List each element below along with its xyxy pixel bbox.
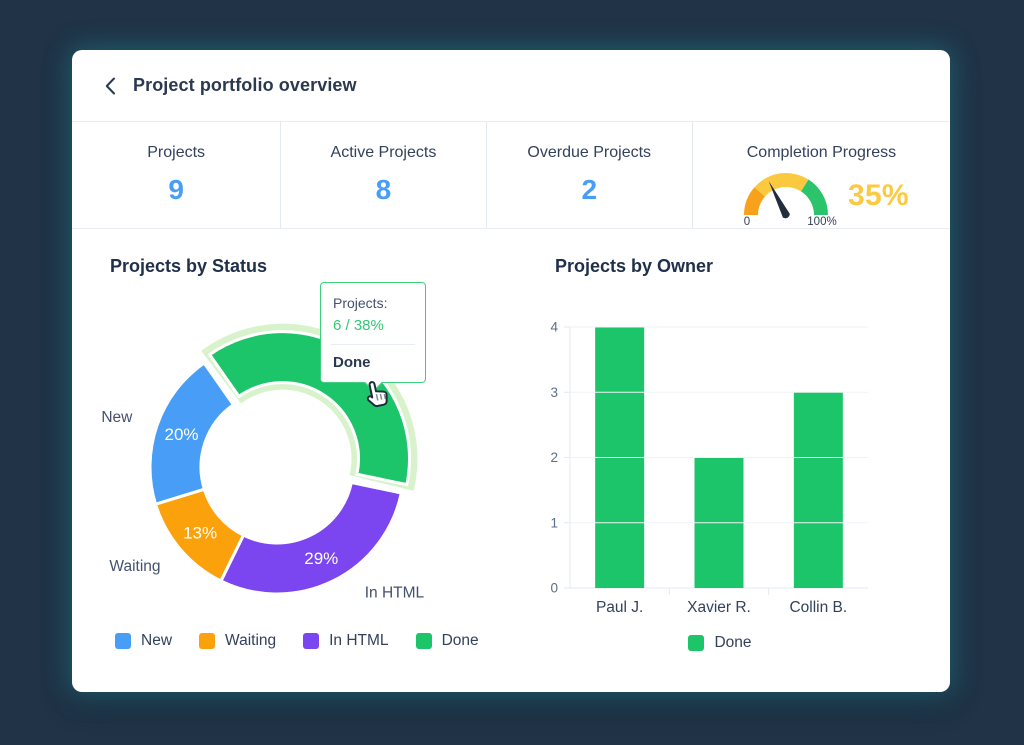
legend-label: Done [714,634,752,651]
legend-swatch [415,633,432,649]
donut-percent-label: 13% [183,523,217,542]
legend-label: In HTML [329,632,389,649]
stat-value: 9 [168,174,184,205]
stat-completion-progress: Completion Progress 0 100% 35% [691,122,950,228]
gauge-arc-segment [743,187,765,215]
legend-label: Waiting [225,632,277,649]
legend-item-in-html[interactable]: In HTML [303,632,389,650]
donut-percent-label: 20% [164,425,198,444]
y-tick-label: 1 [550,515,558,530]
stat-value: 8 [375,174,392,205]
tooltip-divider [331,344,415,345]
charts-area: Projects by Status 29% In HTML 13% Waiting 2… [72,229,950,692]
gauge-arc-segment [800,179,828,215]
x-category-label: Paul J. [596,599,643,616]
owner-legend: Done [570,634,870,652]
donut-percent-label: 29% [304,549,338,568]
y-tick-label: 0 [550,581,558,596]
legend-item-waiting[interactable]: Waiting [199,632,276,650]
status-chart-panel: Projects by Status 29% In HTML 13% Waiting 2… [72,229,530,692]
tooltip-title: Projects: [333,295,388,311]
gauge-arc-segment [754,173,809,197]
stats-row: Projects 9 Active Projects 8 Overdue Pro… [72,122,950,229]
gauge-value: 35% [847,179,909,212]
y-tick-label: 2 [550,450,558,465]
stat-active-projects: Active Projects 8 [280,122,485,228]
y-tick-label: 4 [550,320,558,335]
stat-projects: Projects 9 [72,122,280,228]
legend-swatch [115,633,131,649]
chevron-left-icon [105,77,115,94]
bar-chart[interactable]: 0 1 2 3 4 Paul J. Xavier R. Collin B. [530,299,890,624]
gauge-needle [768,181,790,219]
chart-title-status: Projects by Status [110,256,268,276]
tooltip-value: 6 / 38% [333,317,384,334]
legend-label: New [141,632,173,649]
bar-collin-b-[interactable] [793,392,843,588]
status-legend: New Waiting In HTML Done [115,632,479,650]
gauge-min-label: 0 [744,216,750,227]
page-title: Project portfolio overview [133,75,357,95]
stat-label: Active Projects [330,144,437,161]
chart-title-owner: Projects by Owner [555,256,714,276]
x-category-label: Collin B. [789,599,847,616]
back-button[interactable] [102,76,118,96]
gauge-max-label: 100% [807,216,836,227]
stat-value: 2 [581,174,598,205]
legend-swatch [303,633,320,649]
donut-outer-label: New [101,409,133,426]
dashboard-card: Project portfolio overview Projects 9 Ac… [72,50,950,692]
legend-swatch [199,633,216,649]
stat-overdue-projects: Overdue Projects 2 [485,122,692,228]
donut-outer-label: Waiting [109,558,160,575]
legend-label: Done [441,632,479,649]
gauge-chart: 0 100% [743,173,837,227]
donut-tooltip: Projects: 6 / 38% Done [320,282,426,392]
legend-item-new[interactable]: New [115,632,172,650]
legend-item-done[interactable]: Done [415,632,479,650]
x-category-label: Xavier R. [687,599,751,616]
donut-segment-in-html[interactable] [218,480,404,596]
y-tick-label: 3 [550,385,558,400]
donut-segment-new[interactable] [148,360,236,507]
stat-label: Completion Progress [746,144,897,161]
completion-gauge: 0 100% 35% [734,165,909,227]
stat-label: Projects [147,144,206,161]
stat-label: Overdue Projects [527,144,652,161]
owner-chart-panel: Projects by Owner 0 1 2 3 4 Paul J. Xavier R. C… [530,229,950,692]
legend-swatch [688,635,705,651]
card-header: Project portfolio overview [72,50,950,122]
donut-outer-label: In HTML [365,584,425,601]
tooltip-series: Done [333,354,371,371]
hand-pointer-icon [366,381,388,408]
legend-item-done[interactable]: Done [688,634,752,652]
